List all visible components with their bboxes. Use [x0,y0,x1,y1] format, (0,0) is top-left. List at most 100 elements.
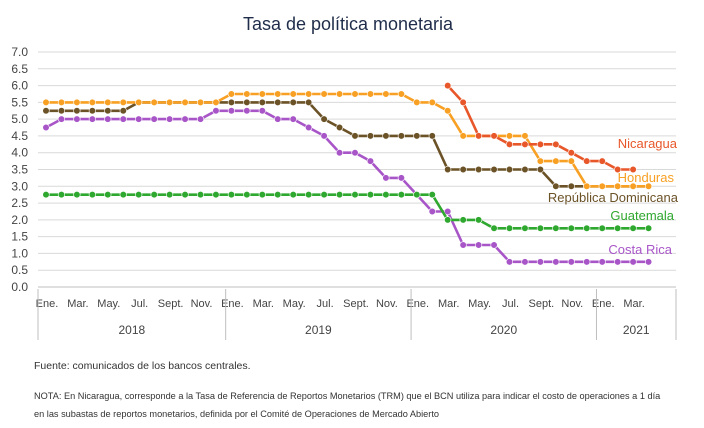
data-point [351,90,359,98]
data-point [583,157,591,165]
data-point [57,191,66,199]
x-tick-label: Sept. [343,298,369,310]
data-point [459,216,467,224]
data-point [42,123,50,132]
series-name-label: República Dominicana [548,190,679,205]
data-point [243,90,251,98]
policy-rate-chart: Tasa de política monetaria 0.0 0.5 1.0 1.5 2… [11,14,679,340]
data-point [552,258,560,266]
data-point [382,132,390,140]
data-point [320,191,328,199]
data-point [490,165,498,174]
y-tick-label: 6.5 [11,62,28,76]
data-point [212,191,220,199]
series-labels: Nicaragua Honduras República Dominicana Gua… [548,136,679,257]
data-point [274,90,282,98]
data-point [614,258,622,266]
data-point [629,224,637,232]
data-point [444,107,452,115]
data-point [505,224,514,232]
x-tick-label: May. [283,298,306,310]
series-republica-dominicana [42,98,653,190]
data-point [88,191,96,199]
data-point [227,98,235,106]
data-point [166,115,174,123]
series-guatemala [42,191,653,232]
data-point [335,149,344,157]
data-point [274,115,282,123]
data-point [196,191,205,199]
data-point [567,157,575,165]
x-tick-label: Mar. [67,298,88,310]
y-tick-label: 0.0 [11,280,28,294]
data-point [73,107,81,115]
data-point [536,258,545,266]
data-point [42,98,50,106]
data-point [119,115,127,123]
data-point [505,140,514,148]
data-point [119,107,127,115]
data-point [305,191,313,199]
data-point [104,98,112,106]
series-line-costa-rica [45,109,649,264]
data-point [567,224,575,232]
x-tick-label: May. [97,298,120,310]
data-point [104,115,112,123]
data-point [413,132,421,140]
data-point [505,258,514,266]
data-point [119,98,127,106]
data-point [135,115,143,123]
data-point [227,107,235,115]
data-point [351,149,359,157]
data-point [536,224,545,232]
data-point [335,123,344,132]
data-point [505,165,514,174]
data-point [258,191,266,199]
data-point [629,182,637,190]
data-point [305,90,313,98]
data-point [150,115,158,123]
data-point [366,191,375,199]
data-point [181,115,189,123]
y-tick-label: 1.5 [11,230,28,244]
data-point [521,224,529,232]
data-point [505,132,514,140]
data-point [536,140,545,148]
data-point [104,191,112,199]
data-point [552,140,560,148]
y-tick-label: 4.5 [11,129,28,143]
data-point [196,115,205,123]
data-point [196,98,205,106]
data-point [629,165,637,174]
data-point [413,98,421,106]
data-point [459,165,467,174]
data-point [598,224,606,232]
data-point [258,98,266,106]
x-tick-label: Sept. [158,298,184,310]
data-point [397,191,405,199]
data-point [567,258,575,266]
data-point [397,174,405,182]
data-point [459,98,467,106]
data-point [475,165,483,174]
series-costa-rica [42,107,653,266]
x-tick-label: Ene. [406,298,429,310]
data-point [243,107,251,115]
data-point [243,191,251,199]
data-point [243,98,251,106]
data-point [335,90,344,98]
data-point [258,90,266,98]
data-point [135,98,143,106]
x-tick-label: Mar. [438,298,459,310]
data-point [320,132,328,140]
data-point [181,191,189,199]
series-name-label: Costa Rica [608,242,672,257]
data-point [444,165,452,174]
data-point [475,216,483,224]
series-name-label: Honduras [618,170,675,185]
data-point [258,107,266,115]
data-point [567,182,575,190]
data-point [289,191,297,199]
chart-title: Tasa de política monetaria [243,14,454,34]
data-point [428,98,436,106]
